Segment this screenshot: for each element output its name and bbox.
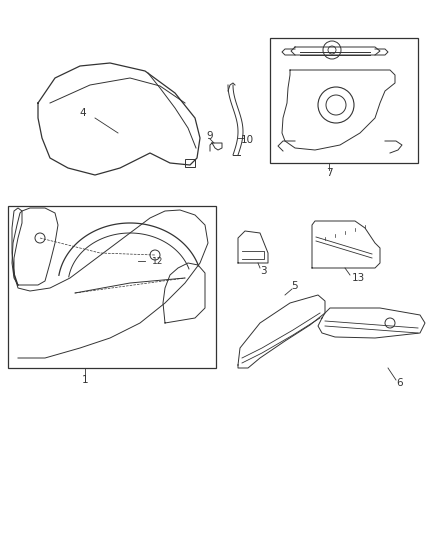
Bar (184, 159, 194, 167)
Text: 9: 9 (206, 131, 213, 141)
Circle shape (325, 95, 345, 115)
Bar (269, 38, 417, 163)
Circle shape (150, 250, 159, 260)
Circle shape (384, 318, 394, 328)
Circle shape (35, 233, 45, 243)
Text: 1: 1 (81, 375, 88, 385)
Circle shape (322, 41, 340, 59)
Text: 5: 5 (291, 281, 298, 291)
Text: 3: 3 (259, 266, 266, 276)
Text: 4: 4 (80, 108, 86, 118)
Circle shape (327, 46, 335, 54)
Circle shape (317, 87, 353, 123)
Text: 10: 10 (240, 135, 253, 145)
Text: 6: 6 (396, 378, 403, 388)
Text: 7: 7 (325, 168, 332, 178)
Text: 13: 13 (350, 273, 364, 283)
Text: 12: 12 (152, 256, 163, 265)
Bar (8, 206, 215, 368)
